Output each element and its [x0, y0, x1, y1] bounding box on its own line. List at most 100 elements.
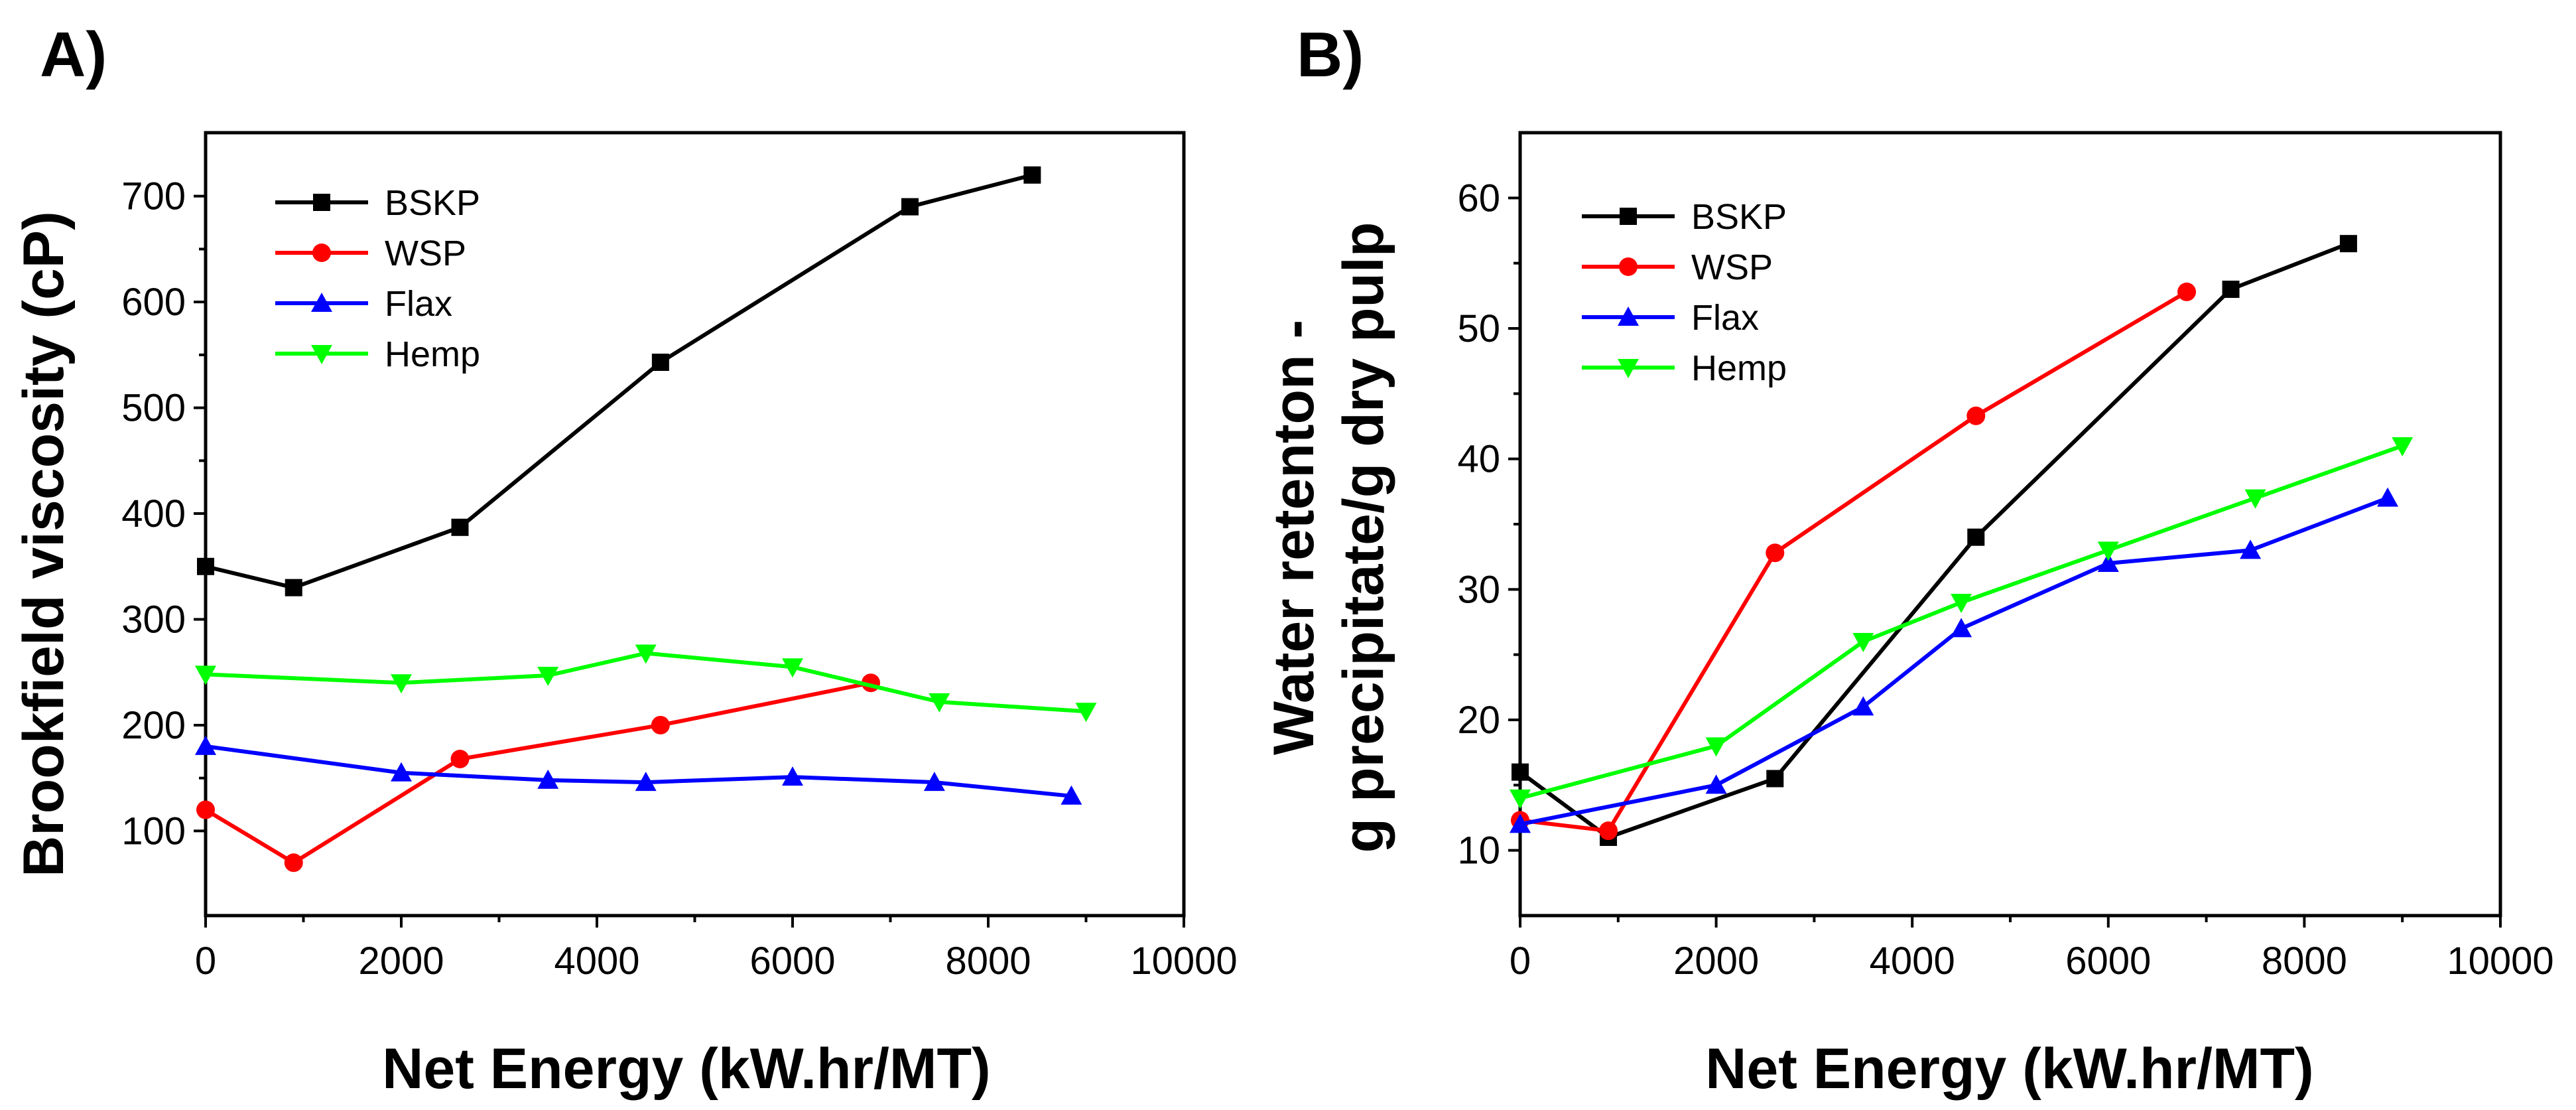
panel-a-y-tick-label: 300 — [121, 598, 186, 642]
panel-a-data-point-bskp — [901, 198, 919, 216]
panel-b-x-tick-label: 4000 — [1870, 939, 1955, 983]
panel-a-data-point-hemp — [537, 667, 559, 687]
panel-a-data-point-bskp — [197, 557, 214, 575]
panel-a-data-point-wsp — [284, 853, 303, 872]
panel-b-data-point-flax — [1510, 813, 1531, 833]
panel-a-y-tick-label: 600 — [121, 281, 186, 324]
panel-a: A) 0 2000 4000 6000 8000 10000 100 200 300 400 500… — [12, 19, 1238, 1101]
panel-a-data-point-wsp — [196, 800, 215, 819]
panel-a-legend: BSKP WSP Flax Hemp — [275, 183, 480, 374]
panel-a-data-point-flax — [195, 735, 216, 755]
panel-b-data-point-bskp — [1766, 770, 1784, 788]
panel-b-data-point-wsp — [1599, 821, 1618, 841]
panel-b-y-tick-label: 30 — [1457, 568, 1500, 611]
panel-b-y-axis-title-line1: Water retenton - — [1262, 320, 1326, 755]
panel-a-data-point-bskp — [451, 518, 469, 536]
panel-a-data-point-flax — [391, 762, 412, 782]
panel-a-data-point-hemp — [782, 658, 803, 678]
panel-a-data-point-flax — [782, 766, 803, 786]
panel-b-data-point-flax — [2240, 539, 2262, 559]
panel-a-data-point-hemp — [929, 693, 950, 713]
panel-b-data-point-hemp — [2097, 541, 2119, 561]
panel-a-data-point-wsp — [450, 750, 470, 768]
panel-b-data-point-bskp — [1967, 528, 1985, 546]
panel-a-data-point-bskp — [651, 354, 669, 372]
panel-b-data-point-bskp — [2222, 281, 2240, 298]
panel-a-data-point-wsp — [651, 715, 670, 734]
panel-a-y-tick-label: 200 — [121, 704, 186, 747]
panel-b-x-tick-label: 6000 — [2065, 939, 2151, 983]
panel-b-y-tick-label: 10 — [1457, 829, 1500, 872]
panel-a-series-hemp — [195, 644, 1097, 723]
panel-a-data-point-bskp — [1023, 166, 1041, 184]
panel-b-x-axis-title: Net Energy (kW.hr/MT) — [1705, 1037, 2313, 1101]
panel-b-series-line-wsp — [1519, 290, 2188, 833]
panel-a-x-tick-label: 4000 — [554, 939, 639, 983]
panel-a-x-tick-label: 0 — [195, 939, 216, 983]
panel-b-y-axis-title-line2: g precipitate/g dry pulp — [1332, 222, 1395, 853]
panel-b-data-point-flax — [1951, 618, 1972, 638]
panel-a-series-flax — [195, 735, 1082, 805]
panel-a-plot-area: 0 2000 4000 6000 8000 10000 100 200 300 400 500 600… — [121, 131, 1238, 983]
panel-b-data-point-wsp — [1766, 543, 1785, 563]
panel-a-legend-marker-bskp — [313, 194, 330, 211]
panel-a-x-tick-label: 6000 — [749, 939, 835, 983]
panel-a-series-line-wsp — [204, 681, 871, 865]
panel-a-x-axis-title: Net Energy (kW.hr/MT) — [382, 1037, 990, 1101]
panel-a-series-bskp — [197, 166, 1041, 596]
panel-b-legend-label-hemp: Hemp — [1691, 348, 1787, 388]
panel-a-x-tick-label: 8000 — [945, 939, 1031, 983]
panel-b-plot-area: 0 2000 4000 6000 8000 10000 10 20 30 40 50 60 BSKP WS… — [1457, 131, 2554, 983]
panel-b-data-point-bskp — [2339, 235, 2357, 253]
panel-b-series-flax — [1510, 487, 2399, 833]
panel-b-data-point-flax — [1705, 774, 1727, 794]
panel-b-data-point-bskp — [1512, 763, 1529, 781]
panel-b-legend-marker-wsp — [1619, 257, 1638, 276]
panel-b-y-tick-label: 40 — [1457, 438, 1500, 481]
panel-b-data-point-flax — [2097, 553, 2119, 572]
panel-a-data-point-hemp — [1075, 703, 1097, 723]
panel-b-x-tick-label: 8000 — [2262, 939, 2347, 983]
panel-b-legend-label-bskp: BSKP — [1691, 197, 1787, 237]
panel-a-y-tick-label: 700 — [121, 175, 186, 218]
panel-b-data-point-wsp — [1966, 406, 1986, 425]
panel-b-legend-marker-bskp — [1620, 208, 1637, 225]
panel-a-legend-label-flax: Flax — [385, 284, 452, 324]
panel-a-data-point-flax — [635, 772, 657, 792]
panel-b-series-wsp — [1511, 282, 2197, 841]
panel-b-series-hemp — [1510, 437, 2414, 809]
panel-a-series-line-bskp — [205, 173, 1033, 590]
panel-a-data-point-flax — [923, 772, 945, 792]
panel-a-legend-label-wsp: WSP — [385, 234, 466, 273]
panel-b-data-point-hemp — [2244, 489, 2266, 509]
panel-b-legend-label-flax: Flax — [1691, 298, 1759, 338]
panel-a-x-tick-label: 2000 — [358, 939, 444, 983]
panel-a-data-point-flax — [537, 769, 559, 789]
panel-a-y-tick-label: 400 — [121, 492, 186, 535]
panel-a-label: A) — [40, 19, 107, 90]
panel-b-legend: BSKP WSP Flax Hemp — [1582, 197, 1787, 388]
panel-b-data-point-flax — [1852, 696, 1874, 716]
panel-b-series-line-bskp — [1519, 242, 2349, 839]
panel-a-data-point-bskp — [285, 579, 302, 596]
panel-b-x-tick-label: 10000 — [2447, 939, 2553, 983]
panel-b-data-point-hemp — [1510, 790, 1531, 809]
panel-b-data-point-hemp — [1705, 737, 1727, 757]
panel-a-y-tick-label: 100 — [121, 809, 186, 853]
panel-b: B) 0 2000 4000 6000 8000 10000 10 20 30 40 50 60 BSK… — [1262, 19, 2554, 1101]
panel-a-series-wsp — [196, 673, 880, 872]
panel-a-axes-frame — [204, 131, 1186, 918]
panel-b-data-point-wsp — [2177, 282, 2197, 301]
panel-b-label: B) — [1297, 19, 1364, 90]
panel-b-y-tick-label: 60 — [1457, 176, 1500, 220]
panel-b-data-point-hemp — [2392, 437, 2414, 456]
panel-a-y-tick-label: 500 — [121, 387, 186, 430]
panel-b-legend-label-wsp: WSP — [1691, 247, 1773, 287]
panel-b-series-bskp — [1512, 235, 2357, 846]
panel-a-data-point-hemp — [391, 674, 412, 694]
panel-b-data-point-hemp — [1951, 594, 1972, 613]
panel-b-y-tick-label: 50 — [1457, 307, 1500, 350]
panel-a-x-tick-label: 10000 — [1130, 939, 1237, 983]
panel-b-y-tick-label: 20 — [1457, 699, 1500, 742]
